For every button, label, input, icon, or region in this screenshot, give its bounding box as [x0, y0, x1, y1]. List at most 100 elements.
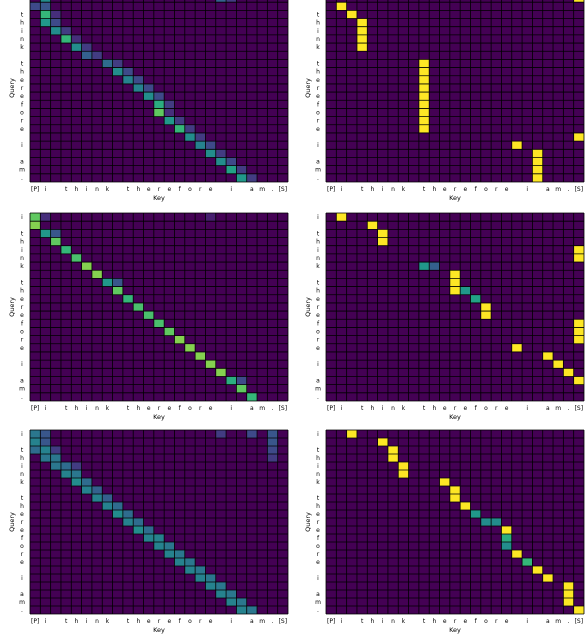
heatmap-cell [50, 26, 61, 35]
y-tick-label: f [317, 320, 320, 327]
y-tick-label: i [317, 463, 319, 470]
x-tick-label: a [546, 186, 550, 193]
y-tick-label: e [316, 345, 320, 352]
heatmap-cell [195, 566, 206, 574]
heatmap-background [326, 430, 584, 614]
y-axis-label: Query [304, 78, 312, 98]
heatmap-cell [60, 34, 72, 44]
heatmap-cell [387, 446, 399, 454]
heatmap-cell [356, 18, 368, 27]
heatmap-cell [573, 319, 584, 328]
heatmap-cell [236, 376, 247, 385]
heatmap-cell [81, 478, 92, 486]
x-tick-label: o [484, 405, 488, 412]
y-tick-label: k [20, 479, 24, 486]
x-tick-label: [S] [279, 405, 288, 412]
heatmap-cell [143, 311, 154, 320]
heatmap-cell [153, 534, 165, 542]
x-tick-label: t [423, 618, 426, 625]
x-tick-label: [P] [327, 405, 335, 412]
y-tick-label: e [20, 511, 24, 518]
x-tick-label: h [432, 618, 436, 625]
x-axis-label: Key [153, 413, 165, 421]
heatmap-cell [30, 438, 41, 446]
heatmap-cell [511, 141, 523, 150]
heatmap-cell [418, 59, 430, 68]
x-tick-label: k [106, 405, 110, 412]
y-tick-label: k [20, 263, 24, 270]
heatmap-cell [542, 351, 554, 361]
heatmap-panel-2: [P] i t h i n k t h e r e f o r e i a m. [S]thinkthereforei… [304, 0, 585, 202]
y-tick-label: i [317, 431, 319, 438]
x-tick-label: e [147, 618, 151, 625]
heatmap-cell [143, 526, 154, 534]
x-tick-label: m [555, 186, 561, 193]
x-tick-label: [S] [575, 618, 584, 625]
heatmap-cell [40, 430, 51, 438]
heatmap-cell [377, 237, 388, 246]
heatmap-cell [418, 116, 430, 125]
x-tick-label: h [136, 618, 140, 625]
y-tick-label: r [21, 551, 24, 558]
heatmap-cell [60, 26, 72, 35]
y-tick-label: r [21, 85, 24, 92]
x-tick-label: e [443, 618, 447, 625]
y-tick-label: h [20, 288, 24, 295]
x-tick-label: i [382, 186, 384, 193]
y-tick-label: h [316, 69, 320, 76]
x-tick-label: f [179, 186, 182, 193]
heatmap-cell [205, 213, 216, 222]
y-tick-label: n [316, 471, 320, 478]
y-tick-label: r [21, 519, 24, 526]
heatmap-cell [532, 173, 543, 182]
heatmap-cell [40, 438, 51, 446]
y-tick-label: r [21, 304, 24, 311]
x-tick-label: f [475, 405, 478, 412]
x-tick-label: r [454, 618, 457, 625]
y-axis-label: Query [8, 297, 16, 317]
y-tick-label: e [20, 126, 24, 133]
heatmap-panel-4: [P] i t h i n k t h e r e f o r e i a m. [S]ithinktherefore… [304, 212, 585, 421]
x-tick-label: m [259, 618, 265, 625]
heatmap-cell [346, 10, 357, 19]
y-axis-label: Query [304, 297, 312, 317]
y-tick-label: e [316, 77, 320, 84]
heatmap-cell [418, 67, 430, 76]
heatmap-cell [501, 526, 512, 534]
heatmap-cell [205, 574, 216, 582]
heatmap-cell [573, 253, 584, 263]
x-tick-label: k [402, 186, 406, 193]
y-tick-label: e [316, 511, 320, 518]
y-tick-label: e [316, 559, 320, 566]
x-tick-label: r [199, 405, 202, 412]
heatmap-cell [267, 454, 278, 462]
heatmap-cell [40, 213, 51, 222]
x-axis-label: Key [449, 413, 461, 421]
x-tick-label: a [250, 405, 254, 412]
heatmap-cell [449, 286, 461, 295]
y-tick-label: e [316, 93, 320, 100]
y-tick-label: h [316, 239, 320, 246]
x-tick-label: e [147, 186, 151, 193]
x-tick-label: t [65, 618, 68, 625]
x-tick-label: r [158, 618, 161, 625]
x-tick-label: r [199, 618, 202, 625]
heatmap-cell [40, 229, 51, 238]
x-tick-label: i [230, 186, 232, 193]
heatmap-cell [50, 462, 61, 470]
heatmap-cell [164, 550, 175, 558]
heatmap-cell [40, 2, 51, 11]
heatmap-cell [174, 335, 185, 344]
heatmap-cell [81, 43, 92, 52]
x-tick-label: e [505, 186, 509, 193]
heatmap-cell [215, 149, 227, 158]
y-tick-label: e [316, 126, 320, 133]
heatmap-cell [267, 438, 278, 446]
heatmap-cell [71, 462, 82, 470]
x-tick-label: i [526, 186, 528, 193]
y-tick-label: t [317, 230, 320, 237]
y-tick-label: i [317, 28, 319, 35]
y-tick-label: e [20, 527, 24, 534]
y-tick-label: t [21, 495, 24, 502]
